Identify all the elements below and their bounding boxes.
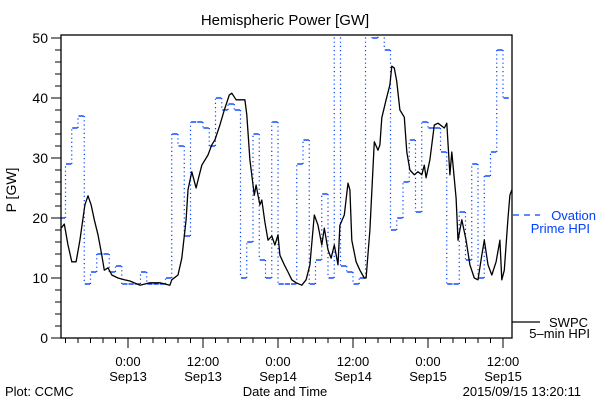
x-tick-label-time: 0:00 [115, 354, 140, 369]
x-tick-label-date: Sep13 [109, 369, 147, 384]
y-tick-label: 10 [32, 270, 48, 286]
x-tick-label-time: 12:00 [337, 354, 370, 369]
x-tick-label-time: 0:00 [265, 354, 290, 369]
y-tick-label: 50 [32, 30, 48, 46]
y-tick-label: 40 [32, 90, 48, 106]
y-tick-label: 0 [40, 330, 48, 346]
x-tick-label-time: 0:00 [415, 354, 440, 369]
y-axis: 0 10 20 30 40 50 [32, 30, 61, 346]
plot-credit: Plot: CCMC [5, 384, 74, 399]
legend-ovation-label-2: Prime HPI [531, 221, 590, 236]
legend-ovation-label-1: Ovation [551, 208, 596, 223]
legend-swpc-label-2: 5–min HPI [529, 326, 590, 341]
x-tick-label-date: Sep13 [184, 369, 222, 384]
legend-swpc: SWPC 5–min HPI [512, 315, 590, 341]
x-tick-label-date: Sep14 [334, 369, 372, 384]
chart-title: Hemispheric Power [GW] [201, 12, 369, 29]
y-axis-label: P [GW] [3, 168, 19, 213]
plot-timestamp: 2015/09/15 13:20:11 [463, 384, 581, 399]
x-tick-label-date: Sep14 [259, 369, 297, 384]
y-tick-label: 20 [32, 210, 48, 226]
y-tick-label: 30 [32, 150, 48, 166]
legend-swpc-label-1: SWPC [549, 315, 588, 330]
x-tick-label-date: Sep15 [409, 369, 447, 384]
x-axis-label: Date and Time [243, 384, 328, 399]
x-axis: 0:00Sep1312:00Sep130:00Sep1412:00Sep140:… [65, 338, 522, 384]
swpc-hpi-line [61, 65, 512, 286]
plot-series [61, 35, 512, 286]
x-tick-label-time: 12:00 [187, 354, 220, 369]
x-tick-label-time: 12:00 [487, 354, 520, 369]
plot-frame [60, 34, 513, 339]
x-tick-label-date: Sep15 [484, 369, 522, 384]
legend-ovation: Ovation Prime HPI [513, 208, 596, 236]
